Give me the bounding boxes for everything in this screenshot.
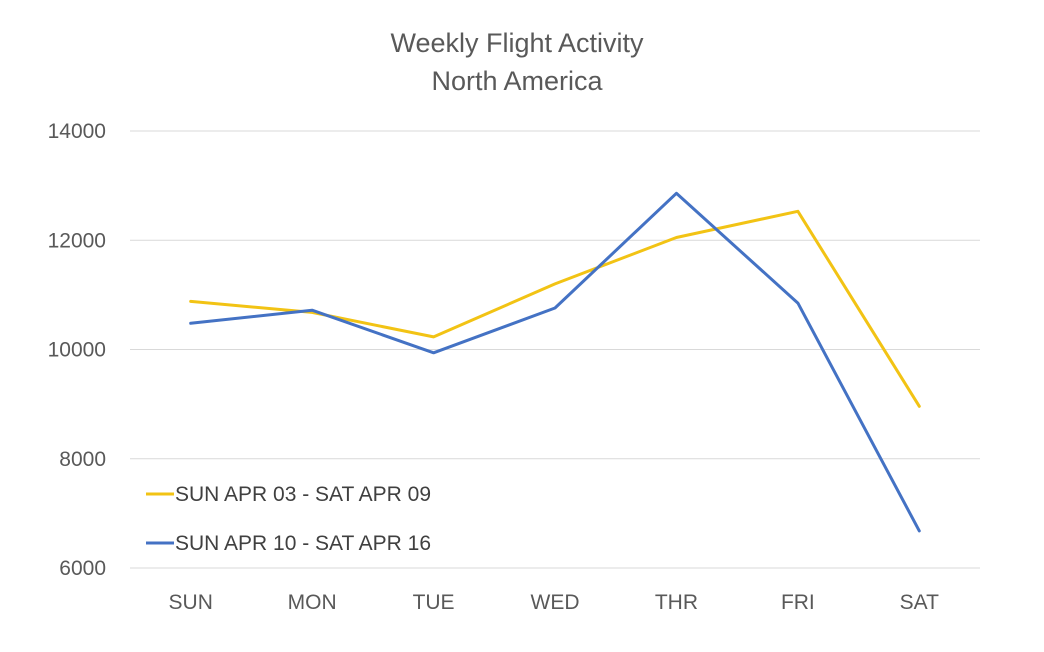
legend-label-2: SUN APR 10 - SAT APR 16	[175, 532, 431, 555]
legend-label-1: SUN APR 03 - SAT APR 09	[175, 483, 431, 506]
legend-item-2: SUN APR 10 - SAT APR 16	[146, 532, 431, 555]
y-axis-ticks: 6000 8000 10000 12000 14000	[48, 120, 106, 580]
y-tick-label-10000: 10000	[48, 339, 106, 362]
x-tick-label-sun: SUN	[169, 591, 213, 614]
x-tick-label-thr: THR	[655, 591, 698, 614]
y-tick-label-14000: 14000	[48, 120, 106, 143]
y-tick-label-8000: 8000	[59, 448, 106, 471]
x-tick-label-sat: SAT	[900, 591, 939, 614]
series-line-2	[189, 191, 921, 533]
x-tick-label-mon: MON	[288, 591, 337, 614]
legend: SUN APR 03 - SAT APR 09 SUN APR 10 - SAT …	[146, 483, 431, 555]
x-tick-label-wed: WED	[531, 591, 580, 614]
x-axis-ticks: SUN MON TUE WED THR FRI SAT	[169, 591, 940, 614]
x-tick-label-fri: FRI	[781, 591, 815, 614]
chart-title: Weekly Flight Activity	[390, 28, 644, 58]
chart-subtitle: North America	[431, 66, 603, 96]
y-tick-label-6000: 6000	[59, 557, 106, 580]
x-tick-label-tue: TUE	[413, 591, 455, 614]
series-lines	[189, 191, 921, 533]
legend-item-1: SUN APR 03 - SAT APR 09	[146, 483, 431, 506]
gridlines	[130, 130, 980, 569]
series-line-1	[189, 209, 921, 408]
y-tick-label-12000: 12000	[48, 229, 106, 252]
